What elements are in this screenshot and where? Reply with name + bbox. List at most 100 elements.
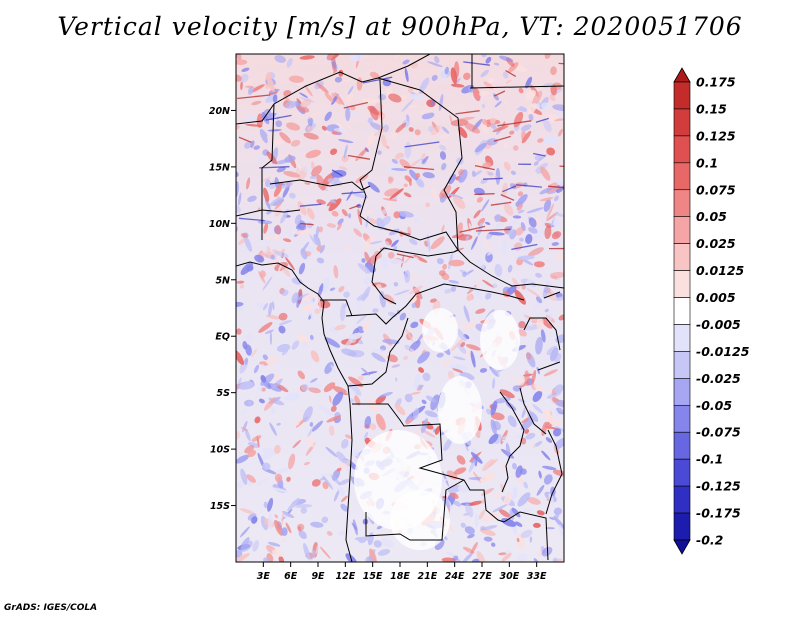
- field-patch: [241, 409, 248, 417]
- field-patch: [517, 209, 525, 214]
- field-patch: [520, 529, 533, 539]
- field-patch: [500, 483, 505, 493]
- field-patch: [340, 303, 346, 322]
- field-patch: [290, 139, 301, 147]
- field-patch: [441, 162, 447, 171]
- field-patch: [381, 215, 391, 226]
- field-patch: [543, 199, 552, 212]
- field-streak: [500, 194, 515, 201]
- field-patch: [436, 352, 444, 358]
- field-streak: [265, 114, 292, 121]
- field-patch: [521, 284, 526, 290]
- field-patch: [547, 391, 562, 399]
- field-patch: [421, 399, 427, 405]
- field-patch: [281, 527, 288, 536]
- field-patch: [412, 407, 420, 420]
- field-patch: [518, 320, 526, 329]
- field-streak: [347, 154, 371, 160]
- field-patch: [345, 106, 351, 122]
- field-patch: [490, 117, 496, 125]
- field-streak: [300, 222, 314, 226]
- field-patch: [464, 122, 480, 134]
- field-patch: [544, 409, 555, 425]
- field-patch: [298, 96, 315, 103]
- field-patch: [346, 387, 356, 396]
- field-patch: [316, 257, 325, 264]
- field-patch: [416, 384, 424, 390]
- colorbar-level-label: -0.005: [696, 317, 741, 332]
- field-patch: [456, 222, 463, 236]
- field-patch: [536, 171, 544, 174]
- colorbar-band: [673, 81, 691, 110]
- field-patch: [357, 263, 371, 274]
- field-patch: [278, 325, 286, 334]
- field-patch: [306, 125, 313, 132]
- field-patch: [291, 277, 303, 285]
- field-patch: [246, 474, 256, 483]
- field-patch: [548, 493, 555, 505]
- field-patch: [543, 369, 558, 377]
- lon-tick-label: 6E: [284, 571, 298, 582]
- field-patch: [429, 298, 437, 303]
- field-patch: [458, 126, 468, 139]
- field-patch: [268, 542, 281, 547]
- field-patch: [375, 395, 386, 404]
- field-patch: [272, 139, 285, 145]
- field-patch: [558, 408, 564, 414]
- field-patch: [535, 336, 543, 355]
- field-patch: [482, 279, 495, 288]
- field-patch: [367, 117, 374, 124]
- field-patch: [531, 369, 537, 385]
- field-patch: [408, 238, 418, 246]
- field-streak: [535, 117, 549, 123]
- lon-tick-label: 21E: [417, 571, 437, 582]
- field-patch: [316, 82, 329, 94]
- field-patch: [378, 353, 389, 360]
- colorbar-level-label: -0.0125: [696, 344, 750, 359]
- field-patch: [284, 100, 298, 109]
- field-patch: [247, 442, 260, 448]
- field-patch: [480, 178, 488, 184]
- field-patch: [297, 526, 302, 532]
- field-patch: [353, 228, 363, 237]
- field-patch: [523, 314, 540, 323]
- field-patch: [255, 478, 268, 487]
- field-patch: [523, 481, 528, 489]
- field-patch: [326, 415, 342, 423]
- field-patch: [377, 150, 382, 155]
- field-patch: [534, 384, 544, 392]
- field-patch: [499, 389, 515, 399]
- field-patch: [364, 276, 371, 286]
- field-patch: [334, 92, 345, 106]
- field-patch: [397, 210, 414, 218]
- field-patch: [355, 295, 362, 311]
- field-patch: [543, 474, 553, 485]
- field-patch: [313, 233, 321, 247]
- field-patch: [394, 122, 407, 134]
- colorbar-band: [673, 108, 691, 137]
- field-patch: [450, 119, 469, 127]
- field-patch: [338, 285, 345, 293]
- field-patch: [247, 449, 257, 458]
- field-patch: [498, 552, 507, 556]
- field-patch: [492, 283, 498, 289]
- field-patch: [318, 293, 321, 312]
- field-patch: [554, 116, 564, 122]
- field-patch: [363, 431, 369, 440]
- field-patch: [362, 321, 371, 332]
- field-patch: [330, 364, 336, 374]
- field-patch: [418, 180, 422, 187]
- field-patch: [501, 462, 507, 472]
- field-patch: [336, 222, 343, 231]
- field-patch: [553, 195, 559, 202]
- field-patch: [236, 350, 244, 366]
- field-patch: [362, 209, 375, 215]
- field-patch: [425, 202, 431, 208]
- lon-tick-label: 33E: [527, 571, 547, 582]
- field-streak: [463, 61, 490, 66]
- field-patch: [555, 113, 564, 120]
- field-patch: [482, 512, 499, 522]
- field-patch: [236, 171, 239, 177]
- field-patch: [341, 154, 349, 163]
- field-patch: [394, 403, 406, 416]
